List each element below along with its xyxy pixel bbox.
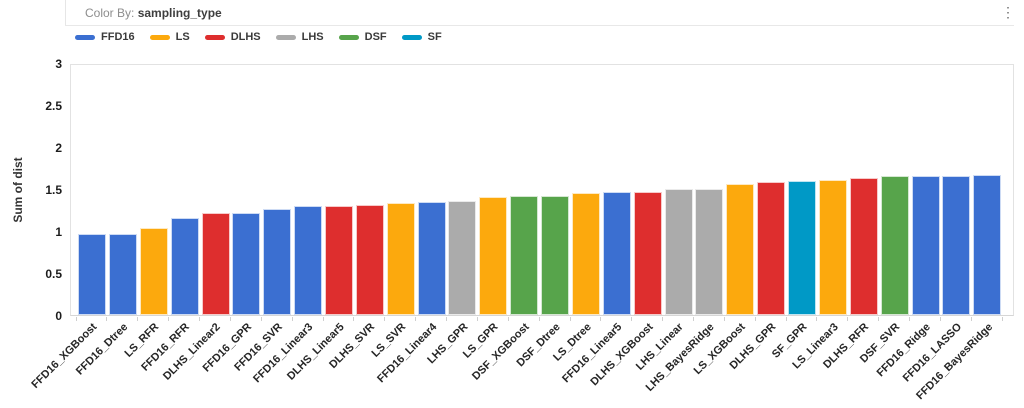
- bar-ls_linear3[interactable]: [818, 179, 847, 315]
- x-axis-tick: [878, 317, 880, 321]
- legend-label: DSF: [364, 31, 387, 43]
- legend-label: LS: [175, 31, 190, 43]
- x-axis-tick: [168, 317, 170, 321]
- x-axis-tick: [600, 317, 602, 321]
- bar-ffd16_linear4[interactable]: [417, 201, 446, 315]
- x-axis-tick: [106, 317, 108, 321]
- bar-dlhs_linear5[interactable]: [324, 205, 353, 315]
- bar-dlhs_linear2[interactable]: [201, 212, 230, 315]
- legend-swatch: [275, 34, 296, 40]
- legend-swatch: [204, 34, 225, 40]
- bar-dsf_xgboost[interactable]: [510, 195, 539, 315]
- kebab-menu-icon[interactable]: ⋮: [1001, 4, 1015, 20]
- bar-dsf_svr[interactable]: [880, 175, 909, 315]
- bar-ls_svr[interactable]: [386, 203, 415, 315]
- x-axis-tick: [538, 317, 540, 321]
- x-axis-tick: [384, 317, 386, 321]
- x-axis-tick: [662, 317, 664, 321]
- bar-ffd16_bayesridge[interactable]: [973, 174, 1002, 315]
- y-tick-label: 1: [55, 225, 62, 239]
- x-axis-tick: [199, 317, 201, 321]
- bar-ffd16_linear3[interactable]: [294, 205, 323, 315]
- x-axis-tick: [476, 317, 478, 321]
- color-by-header: Color By: sampling_type: [85, 6, 222, 20]
- x-axis-tick: [939, 317, 941, 321]
- bar-ffd16_ridge[interactable]: [911, 175, 940, 315]
- bar-ffd16_dtree[interactable]: [108, 233, 137, 315]
- legend-swatch: [75, 34, 95, 40]
- y-tick-label: 2.5: [45, 99, 62, 113]
- legend-item-sf[interactable]: SF: [401, 31, 442, 43]
- bar-ffd16_rfr[interactable]: [170, 218, 199, 315]
- bar-ls_gpr[interactable]: [479, 197, 508, 315]
- legend-label: SF: [427, 31, 442, 43]
- bar-lhs_bayesridge[interactable]: [695, 189, 724, 315]
- x-axis-tick: [754, 317, 756, 321]
- x-axis-tick: [137, 317, 139, 321]
- legend-item-lhs[interactable]: LHS: [275, 31, 324, 43]
- bar-ffd16_gpr[interactable]: [232, 212, 261, 315]
- header-divider: [65, 25, 1014, 26]
- legend-swatch: [338, 34, 359, 40]
- color-by-label: Color By:: [85, 6, 135, 20]
- bar-sf_gpr[interactable]: [788, 180, 817, 315]
- bar-ls_xgboost[interactable]: [726, 183, 755, 315]
- bar-ffd16_lasso[interactable]: [942, 175, 971, 315]
- bar-lhs_gpr[interactable]: [448, 200, 477, 315]
- legend-item-dlhs[interactable]: DLHS: [204, 31, 261, 43]
- x-axis-tick: [415, 317, 417, 321]
- x-axis-tick: [1001, 317, 1003, 321]
- bar-ffd16_svr[interactable]: [263, 209, 292, 315]
- x-axis-tick: [970, 317, 972, 321]
- y-tick-label: 1.5: [45, 183, 62, 197]
- legend-item-ls[interactable]: LS: [149, 31, 190, 43]
- x-axis-tick: [507, 317, 509, 321]
- x-axis-tick: [785, 317, 787, 321]
- legend-item-dsf[interactable]: DSF: [338, 31, 387, 43]
- y-tick-label: 0.5: [45, 267, 62, 281]
- legend: FFD16 LS DLHS LHS DSF SF: [75, 31, 442, 43]
- bar-ls_dtree[interactable]: [571, 193, 600, 315]
- x-axis-tick: [816, 317, 818, 321]
- y-tick-label: 0: [55, 309, 62, 323]
- legend-swatch: [401, 34, 422, 40]
- bar-dlhs_svr[interactable]: [355, 204, 384, 315]
- x-axis-tick: [631, 317, 633, 321]
- bar-dlhs_rfr[interactable]: [849, 178, 878, 315]
- bar-lhs_linear[interactable]: [664, 189, 693, 315]
- plot-area: [70, 64, 1014, 316]
- x-axis-tick: [847, 317, 849, 321]
- x-axis-tick: [446, 317, 448, 321]
- x-axis-tick: [909, 317, 911, 321]
- x-axis-tick: [693, 317, 694, 321]
- bar-ls_rfr[interactable]: [139, 227, 168, 315]
- legend-item-ffd16[interactable]: FFD16: [75, 31, 135, 43]
- x-axis-tick: [723, 317, 725, 321]
- y-tick-label: 3: [55, 57, 62, 71]
- legend-label: DLHS: [230, 31, 261, 43]
- header-left-border: [65, 0, 66, 25]
- y-tick-label: 2: [55, 141, 62, 155]
- legend-swatch: [149, 34, 170, 40]
- bar-dlhs_xgboost[interactable]: [633, 191, 662, 315]
- bar-ffd16_linear5[interactable]: [602, 192, 631, 315]
- legend-label: FFD16: [101, 31, 135, 43]
- y-axis-title: Sum of dist: [11, 157, 25, 223]
- x-axis-tick: [322, 317, 324, 321]
- bar-dsf_dtree[interactable]: [541, 195, 570, 315]
- bar-dlhs_gpr[interactable]: [757, 182, 786, 315]
- x-axis-tick: [229, 317, 231, 321]
- legend-label: LHS: [301, 31, 324, 43]
- x-axis-tick: [569, 317, 571, 321]
- x-axis-tick: [291, 317, 293, 321]
- x-axis-tick: [260, 317, 262, 321]
- x-axis-tick: [353, 317, 355, 321]
- color-by-value: sampling_type: [137, 6, 222, 20]
- x-axis-tick: [75, 317, 77, 321]
- bar-ffd16_xgboost[interactable]: [78, 233, 107, 315]
